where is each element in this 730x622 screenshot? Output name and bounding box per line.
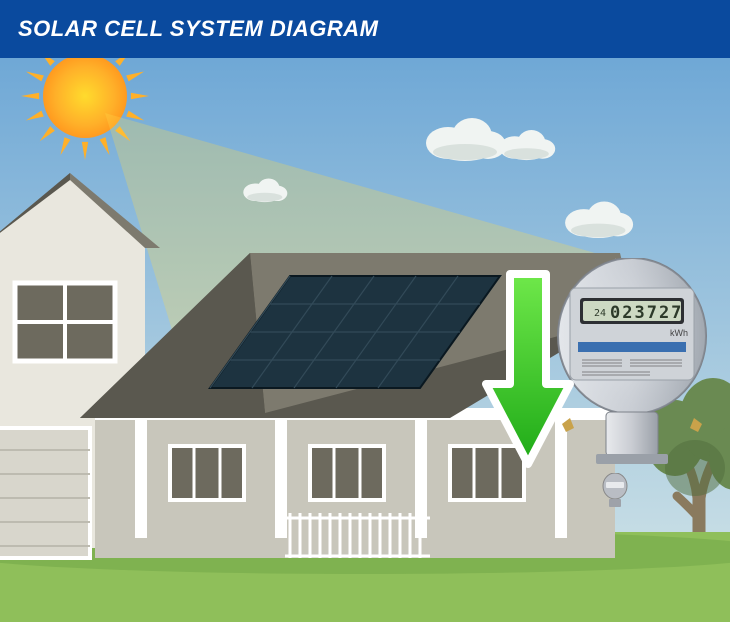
diagram-scene: 24 023727 kWh: [0, 58, 730, 622]
meter-lcd-prefix: 24: [594, 308, 606, 319]
meter-kwh-label: kWh: [670, 328, 688, 338]
meter-lcd-reading: 023727: [610, 303, 683, 323]
header-bar: SOLAR CELL SYSTEM DIAGRAM: [0, 0, 730, 58]
down-arrow-icon: [478, 266, 578, 476]
page-title: SOLAR CELL SYSTEM DIAGRAM: [18, 16, 378, 42]
utility-meter-small-icon: [600, 473, 630, 509]
